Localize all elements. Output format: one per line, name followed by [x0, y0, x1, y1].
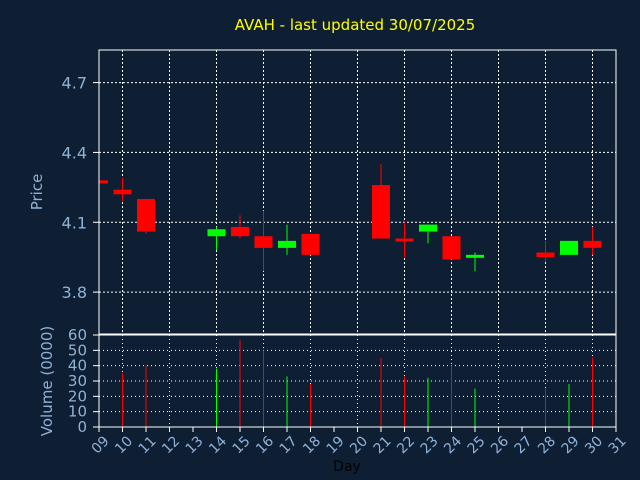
price-tick-label: 4.7: [62, 74, 87, 93]
x-tick-label: 17: [277, 433, 301, 457]
volume-gridlines: [99, 335, 616, 427]
x-tick-label: 29: [559, 433, 583, 457]
price-axis-label: Price: [28, 174, 46, 211]
x-tick-label: 10: [112, 433, 136, 457]
candle: [254, 210, 273, 272]
candle-body: [278, 240, 296, 248]
price-tick-label: 3.8: [62, 283, 87, 302]
volume-axis-label: Volume (0000): [38, 326, 56, 436]
chart-title: AVAH - last updated 30/07/2025: [235, 16, 476, 34]
volume-tick-label: 50: [68, 341, 87, 359]
candle-body: [583, 240, 602, 248]
candle: [372, 164, 390, 239]
price-tick-label: 4.4: [62, 143, 87, 162]
candle: [419, 224, 437, 244]
x-tick-label: 28: [535, 433, 559, 457]
price-y-ticks: 3.8 4.1 4.4 4.7: [62, 74, 99, 302]
x-tick-label: 18: [300, 433, 324, 457]
x-tick-label: 13: [183, 433, 207, 457]
price-tick-label: 4.1: [62, 213, 87, 232]
candle: [395, 222, 414, 258]
candle: [278, 224, 296, 255]
x-tick-label: 14: [206, 433, 230, 457]
price-gridlines: [99, 50, 616, 334]
candle: [231, 215, 249, 239]
volume-tick-label: 0: [77, 418, 87, 436]
x-tick-label: 24: [441, 433, 465, 457]
x-tick-label: 20: [347, 433, 371, 457]
x-tick-label: 16: [253, 433, 277, 457]
candle: [113, 178, 132, 202]
x-tick-label: 30: [582, 433, 606, 457]
candle-body: [419, 224, 437, 232]
candle-body: [560, 240, 578, 255]
volume-tick-label: 60: [68, 326, 87, 344]
x-tick-label: 25: [465, 433, 489, 457]
candle: [98, 180, 108, 184]
x-tick-label: 27: [512, 433, 536, 457]
x-tick-label: 09: [89, 433, 113, 457]
candle-body: [137, 198, 155, 232]
x-axis-label: Day: [333, 459, 361, 475]
volume-tick-label: 30: [68, 372, 87, 390]
candle: [536, 240, 555, 262]
x-tick-label: 22: [394, 433, 418, 457]
candle-body: [99, 180, 108, 184]
volume-tick-label: 20: [68, 387, 87, 405]
candle-body: [466, 254, 484, 258]
price-panel: 3.8 4.1 4.4 4.7 Price: [28, 49, 617, 335]
volume-bars: [122, 339, 593, 427]
x-tick-label: 31: [606, 433, 630, 457]
candle-body: [231, 226, 249, 237]
candle-body: [113, 189, 132, 195]
price-plot-frame: [98, 49, 617, 335]
x-tick-label: 19: [324, 433, 348, 457]
candle: [137, 198, 155, 234]
candle: [442, 236, 461, 260]
volume-plot-frame: [98, 334, 617, 428]
x-tick-label: 11: [136, 433, 160, 457]
candle-body: [536, 252, 555, 258]
candle-body: [254, 236, 273, 248]
x-axis-ticks: 09 10 11 12 13 14 15 16 17 18 19 20 21 22 23 24 25 26 27 28…: [89, 427, 630, 457]
candle: [560, 240, 578, 255]
x-tick-label: 12: [159, 433, 183, 457]
x-tick-label: 21: [371, 433, 395, 457]
candle-body: [442, 236, 461, 260]
candle-body: [301, 233, 320, 255]
volume-tick-label: 40: [68, 357, 87, 375]
x-tick-label: 23: [418, 433, 442, 457]
price-candles: [98, 164, 602, 272]
volume-tick-label: 10: [68, 403, 87, 421]
x-tick-label: 26: [488, 433, 512, 457]
x-tick-label: 15: [230, 433, 254, 457]
candle-body: [207, 229, 226, 237]
candle: [466, 252, 484, 272]
candle: [207, 226, 226, 251]
candle-body: [372, 185, 390, 239]
candle: [301, 233, 320, 255]
candle: [583, 226, 602, 255]
candle-body: [395, 238, 414, 242]
